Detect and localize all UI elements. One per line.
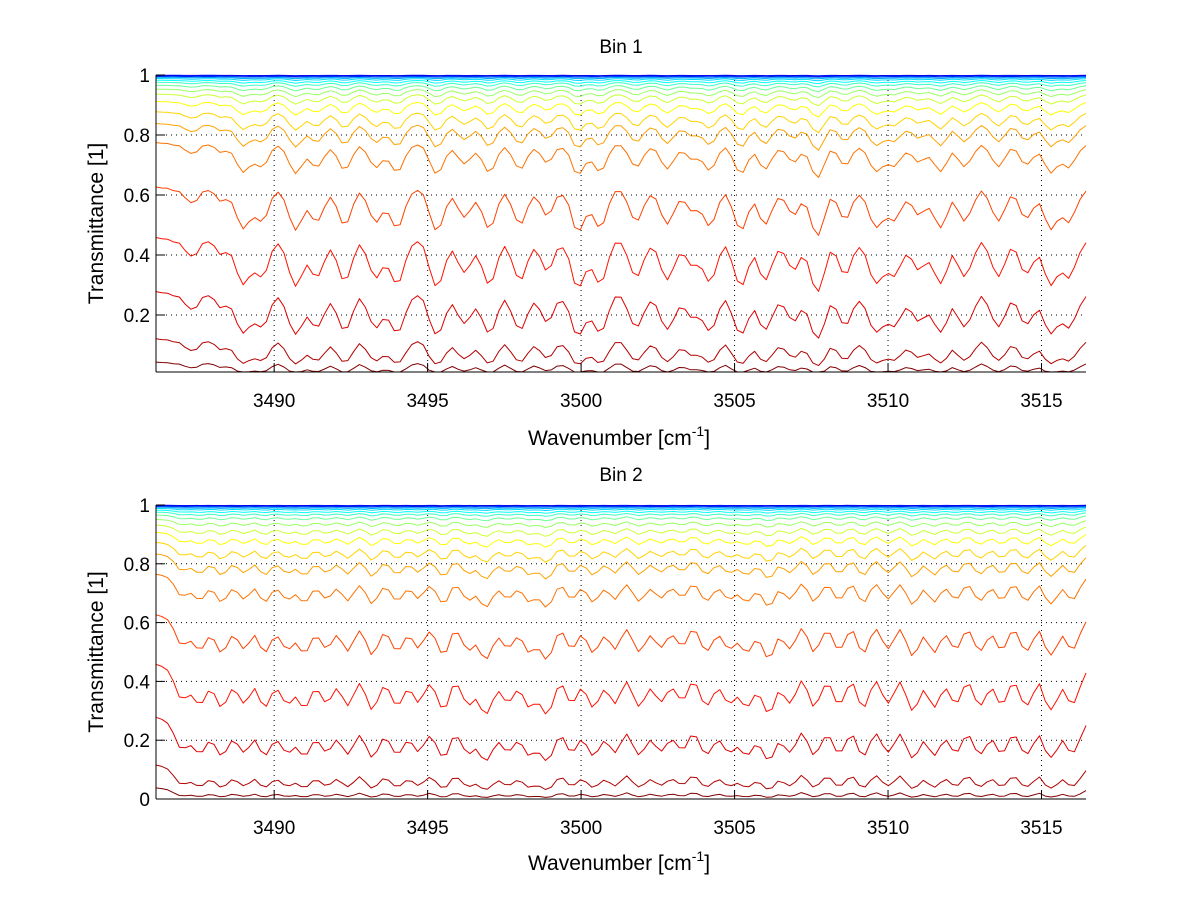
- series-group: [155, 74, 1087, 373]
- series-line-12: [155, 531, 1087, 548]
- series-line-6: [155, 507, 1087, 511]
- y-axis-label: Transmittance [1]: [85, 143, 108, 304]
- x-tick-label: 3515: [1020, 818, 1062, 839]
- x-axis-label-suffix: ]: [704, 427, 710, 450]
- subplot-1: 3490 3495 3500 3505 3510 3515 0.2 0.4 0.6 0.8 1 Bin…: [85, 37, 1087, 450]
- x-axis-label: Wavenumber [cm-1]: [528, 423, 710, 450]
- series-line-9: [155, 84, 1087, 93]
- series-line-7: [156, 79, 1087, 85]
- x-axis-label-suffix: ]: [704, 852, 710, 875]
- x-tick-label: 3510: [867, 818, 909, 839]
- series-line-6: [155, 78, 1087, 82]
- series-line-20: [155, 361, 1087, 373]
- x-tick-label: 3495: [406, 391, 448, 412]
- series-line-15: [155, 142, 1087, 178]
- y-tick-label: 1: [139, 496, 150, 517]
- series-group: [155, 504, 1087, 798]
- series-line-19: [155, 338, 1087, 367]
- series-line-1: [155, 75, 1087, 77]
- y-tick-label: 0.6: [124, 186, 150, 207]
- series-line-10: [155, 518, 1087, 528]
- series-line-8: [155, 81, 1087, 88]
- series-line-17: [155, 237, 1087, 292]
- x-axis-label-text: Wavenumber [cm: [528, 852, 692, 875]
- series-line-7: [155, 509, 1087, 514]
- y-tick-label: 0.4: [124, 672, 151, 693]
- series-line-4: [156, 76, 1087, 78]
- series-line-12: [155, 100, 1087, 118]
- series-line-5: [155, 76, 1087, 80]
- series-line-18: [155, 291, 1087, 339]
- series-line-20: [155, 787, 1087, 798]
- subplot-2: 3490 3495 3500 3505 3510 3515 0 0.2 0.4 0.6 0.8 1 Bi…: [85, 465, 1087, 875]
- y-tick-label: 1: [139, 66, 150, 87]
- x-tick-label: 3510: [867, 391, 909, 412]
- series-line-15: [155, 573, 1087, 608]
- x-tick-label: 3505: [713, 391, 755, 412]
- x-tick-label: 3515: [1020, 391, 1062, 412]
- y-tick-label: 0: [139, 790, 150, 811]
- y-axis-label: Transmittance [1]: [85, 571, 108, 732]
- y-tick-label: 0.6: [124, 614, 150, 635]
- plot-title: Bin 2: [599, 465, 642, 486]
- series-line-4: [155, 505, 1087, 508]
- y-tick-label: 0.4: [124, 246, 151, 267]
- series-line-16: [155, 614, 1087, 660]
- x-tick-label: 3495: [406, 818, 448, 839]
- series-line-14: [155, 123, 1087, 151]
- x-tick-label: 3500: [560, 391, 602, 412]
- series-line-19: [155, 764, 1087, 790]
- series-line-1: [155, 504, 1087, 507]
- series-line-11: [155, 524, 1087, 537]
- series-line-11: [155, 93, 1087, 107]
- series-line-8: [155, 511, 1087, 517]
- plot-title: Bin 1: [599, 37, 642, 58]
- x-tick-label: 3490: [253, 391, 295, 412]
- series-line-9: [155, 514, 1087, 522]
- x-axis-label: Wavenumber [cm-1]: [528, 848, 710, 875]
- series-line-14: [155, 553, 1087, 580]
- x-tick-label: 3505: [713, 818, 755, 839]
- x-axis-label-text: Wavenumber [cm: [528, 427, 692, 450]
- series-line-5: [156, 506, 1087, 510]
- series-line-13: [155, 541, 1087, 563]
- series-line-13: [155, 111, 1087, 134]
- x-axis-label-superscript: -1: [692, 848, 705, 864]
- series-line-10: [155, 88, 1087, 99]
- x-tick-label: 3500: [560, 818, 602, 839]
- series-line-18: [155, 716, 1087, 761]
- series-line-16: [155, 186, 1087, 236]
- y-tick-label: 0.8: [124, 126, 150, 147]
- x-axis-label-superscript: -1: [692, 423, 705, 439]
- y-tick-label: 0.8: [124, 555, 150, 576]
- y-tick-label: 0.2: [124, 306, 150, 327]
- y-tick-label: 0.2: [124, 731, 150, 752]
- series-line-17: [155, 663, 1087, 715]
- x-tick-label: 3490: [253, 818, 295, 839]
